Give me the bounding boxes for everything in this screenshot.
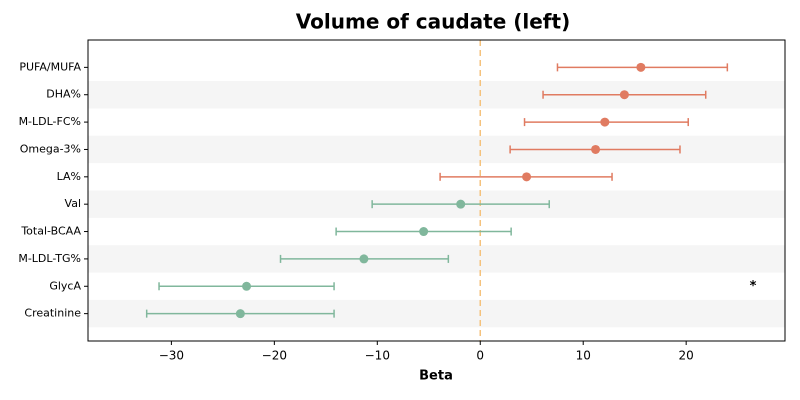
x-tick-label: 10 bbox=[576, 349, 591, 363]
point bbox=[636, 62, 646, 72]
x-axis-label: Beta bbox=[419, 369, 453, 384]
y-tick-label: LA% bbox=[57, 170, 81, 183]
annotation: * bbox=[750, 279, 757, 294]
y-tick-label: Omega-3% bbox=[20, 142, 81, 155]
x-tick-label: −10 bbox=[365, 349, 390, 363]
y-tick-label: M-LDL-TG% bbox=[18, 252, 81, 265]
point bbox=[522, 172, 532, 182]
point bbox=[600, 117, 610, 127]
point bbox=[456, 199, 466, 209]
y-tick-label: DHA% bbox=[46, 88, 81, 101]
y-tick-label: Val bbox=[65, 197, 81, 210]
y-tick-label: PUFA/MUFA bbox=[19, 60, 81, 73]
x-tick-label: 20 bbox=[679, 349, 694, 363]
point bbox=[619, 90, 629, 100]
y-tick-label: M-LDL-FC% bbox=[19, 115, 81, 128]
plot-frame bbox=[87, 39, 786, 342]
point bbox=[419, 227, 429, 237]
y-tick-label: GlycA bbox=[49, 279, 81, 292]
y-tick-label: Total-BCAA bbox=[20, 225, 81, 238]
point bbox=[242, 281, 252, 291]
y-tick-label: Creatinine bbox=[24, 307, 81, 320]
point bbox=[359, 254, 369, 264]
x-tick-label: −30 bbox=[159, 349, 184, 363]
point bbox=[235, 309, 245, 319]
chart-title: Volume of caudate (left) bbox=[296, 10, 570, 34]
x-tick-label: −20 bbox=[262, 349, 287, 363]
x-tick-label: 0 bbox=[476, 349, 484, 363]
point bbox=[591, 144, 601, 154]
